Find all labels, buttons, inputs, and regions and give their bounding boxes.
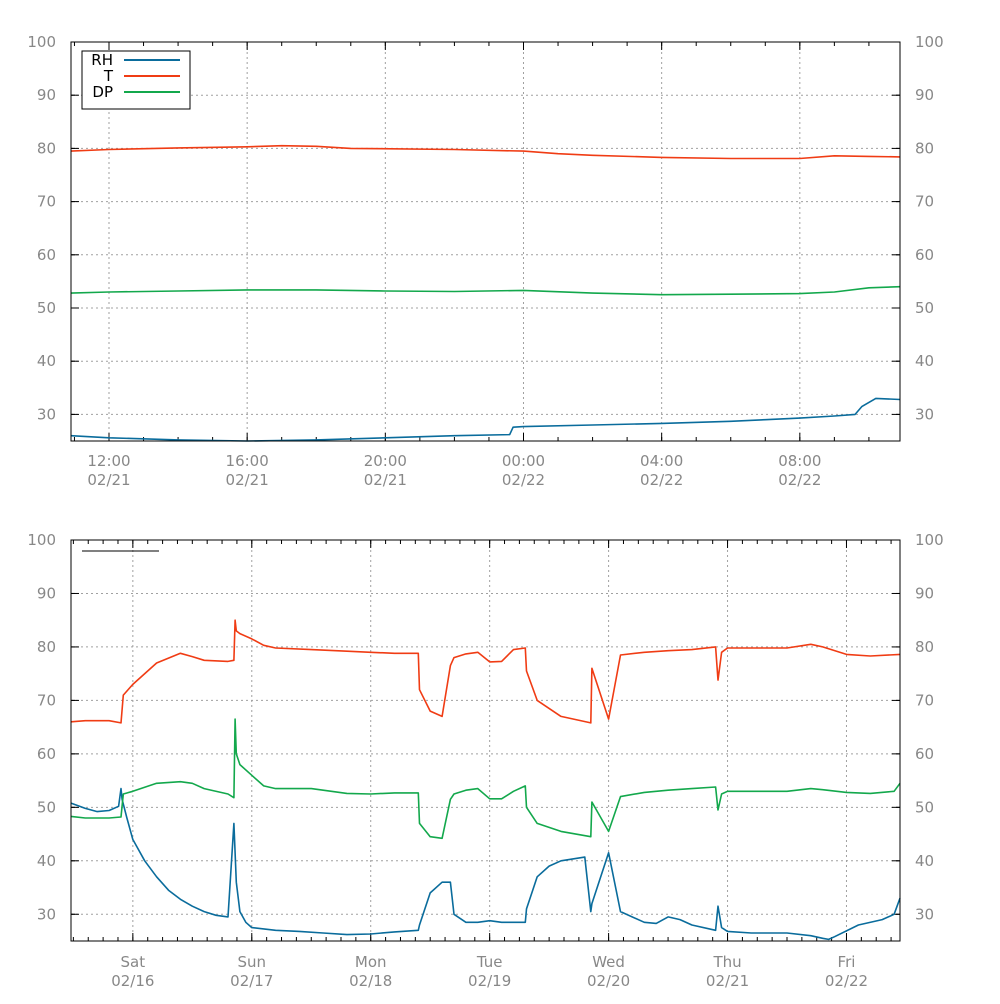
x-tick-label-date: 02/21 bbox=[226, 471, 269, 489]
y-tick-label-left: 40 bbox=[37, 352, 56, 370]
y-tick-label-left: 90 bbox=[37, 584, 56, 602]
y-tick-label-right: 30 bbox=[915, 405, 934, 423]
x-tick-label-primary: 00:00 bbox=[502, 452, 545, 470]
x-tick-label-date: 02/16 bbox=[111, 972, 154, 990]
y-tick-label-left: 60 bbox=[37, 246, 56, 264]
y-tick-label-left: 90 bbox=[37, 86, 56, 104]
series-line-rh bbox=[70, 397, 901, 442]
x-tick-label-primary: 20:00 bbox=[364, 452, 407, 470]
x-tick-label-primary: Sun bbox=[238, 953, 267, 971]
y-tick-label-right: 80 bbox=[915, 638, 934, 656]
y-tick-label-right: 70 bbox=[915, 691, 934, 709]
series-line-1 bbox=[70, 787, 901, 941]
y-tick-label-right: 60 bbox=[915, 745, 934, 763]
x-tick-label-date: 02/20 bbox=[587, 972, 630, 990]
y-tick-label-right: 30 bbox=[915, 905, 934, 923]
y-tick-label-right: 50 bbox=[915, 798, 934, 816]
y-tick-label-left: 30 bbox=[37, 405, 56, 423]
x-tick-label-date: 02/22 bbox=[640, 471, 683, 489]
x-tick-label-date: 02/18 bbox=[349, 972, 392, 990]
series-line-3 bbox=[70, 718, 901, 840]
y-tick-label-right: 100 bbox=[915, 33, 944, 51]
y-tick-label-right: 50 bbox=[915, 299, 934, 317]
x-tick-label-primary: 16:00 bbox=[226, 452, 269, 470]
x-tick-label-date: 02/22 bbox=[502, 471, 545, 489]
y-tick-label-left: 50 bbox=[37, 299, 56, 317]
series-line-dp bbox=[70, 285, 901, 296]
y-tick-label-left: 60 bbox=[37, 745, 56, 763]
series-line-2 bbox=[70, 619, 901, 724]
y-tick-label-left: 30 bbox=[37, 905, 56, 923]
y-tick-label-left: 80 bbox=[37, 139, 56, 157]
legend-label: T bbox=[103, 67, 114, 85]
y-tick-label-right: 90 bbox=[915, 86, 934, 104]
series-line-t bbox=[70, 144, 901, 160]
y-tick-label-left: 100 bbox=[27, 531, 56, 549]
y-tick-label-left: 70 bbox=[37, 691, 56, 709]
x-tick-label-primary: Wed bbox=[592, 953, 625, 971]
y-tick-label-right: 90 bbox=[915, 584, 934, 602]
plot-frame bbox=[70, 539, 901, 942]
x-tick-label-date: 02/22 bbox=[825, 972, 868, 990]
y-tick-label-right: 60 bbox=[915, 246, 934, 264]
x-tick-label-primary: Tue bbox=[476, 953, 503, 971]
y-tick-label-left: 70 bbox=[37, 193, 56, 211]
x-tick-label-date: 02/21 bbox=[87, 471, 130, 489]
x-tick-label-primary: Thu bbox=[712, 953, 741, 971]
x-tick-label-primary: 12:00 bbox=[87, 452, 130, 470]
y-tick-label-left: 50 bbox=[37, 798, 56, 816]
x-tick-label-primary: Sat bbox=[121, 953, 146, 971]
x-tick-label-date: 02/21 bbox=[364, 471, 407, 489]
x-tick-label-primary: 08:00 bbox=[778, 452, 821, 470]
x-tick-label-primary: Fri bbox=[838, 953, 856, 971]
x-tick-label-date: 02/19 bbox=[468, 972, 511, 990]
x-tick-label-date: 02/22 bbox=[778, 471, 821, 489]
x-tick-label-date: 02/17 bbox=[230, 972, 273, 990]
y-tick-label-left: 80 bbox=[37, 638, 56, 656]
legend-label: RH bbox=[91, 51, 113, 69]
y-tick-label-left: 40 bbox=[37, 852, 56, 870]
legend-label: DP bbox=[92, 83, 113, 101]
x-tick-label-primary: Mon bbox=[355, 953, 387, 971]
y-tick-label-right: 40 bbox=[915, 352, 934, 370]
y-tick-label-right: 40 bbox=[915, 852, 934, 870]
y-tick-label-right: 100 bbox=[915, 531, 944, 549]
y-tick-label-right: 70 bbox=[915, 193, 934, 211]
y-tick-label-left: 100 bbox=[27, 33, 56, 51]
x-tick-label-primary: 04:00 bbox=[640, 452, 683, 470]
x-tick-label-date: 02/21 bbox=[706, 972, 749, 990]
y-tick-label-right: 80 bbox=[915, 139, 934, 157]
plot-frame bbox=[70, 41, 901, 442]
